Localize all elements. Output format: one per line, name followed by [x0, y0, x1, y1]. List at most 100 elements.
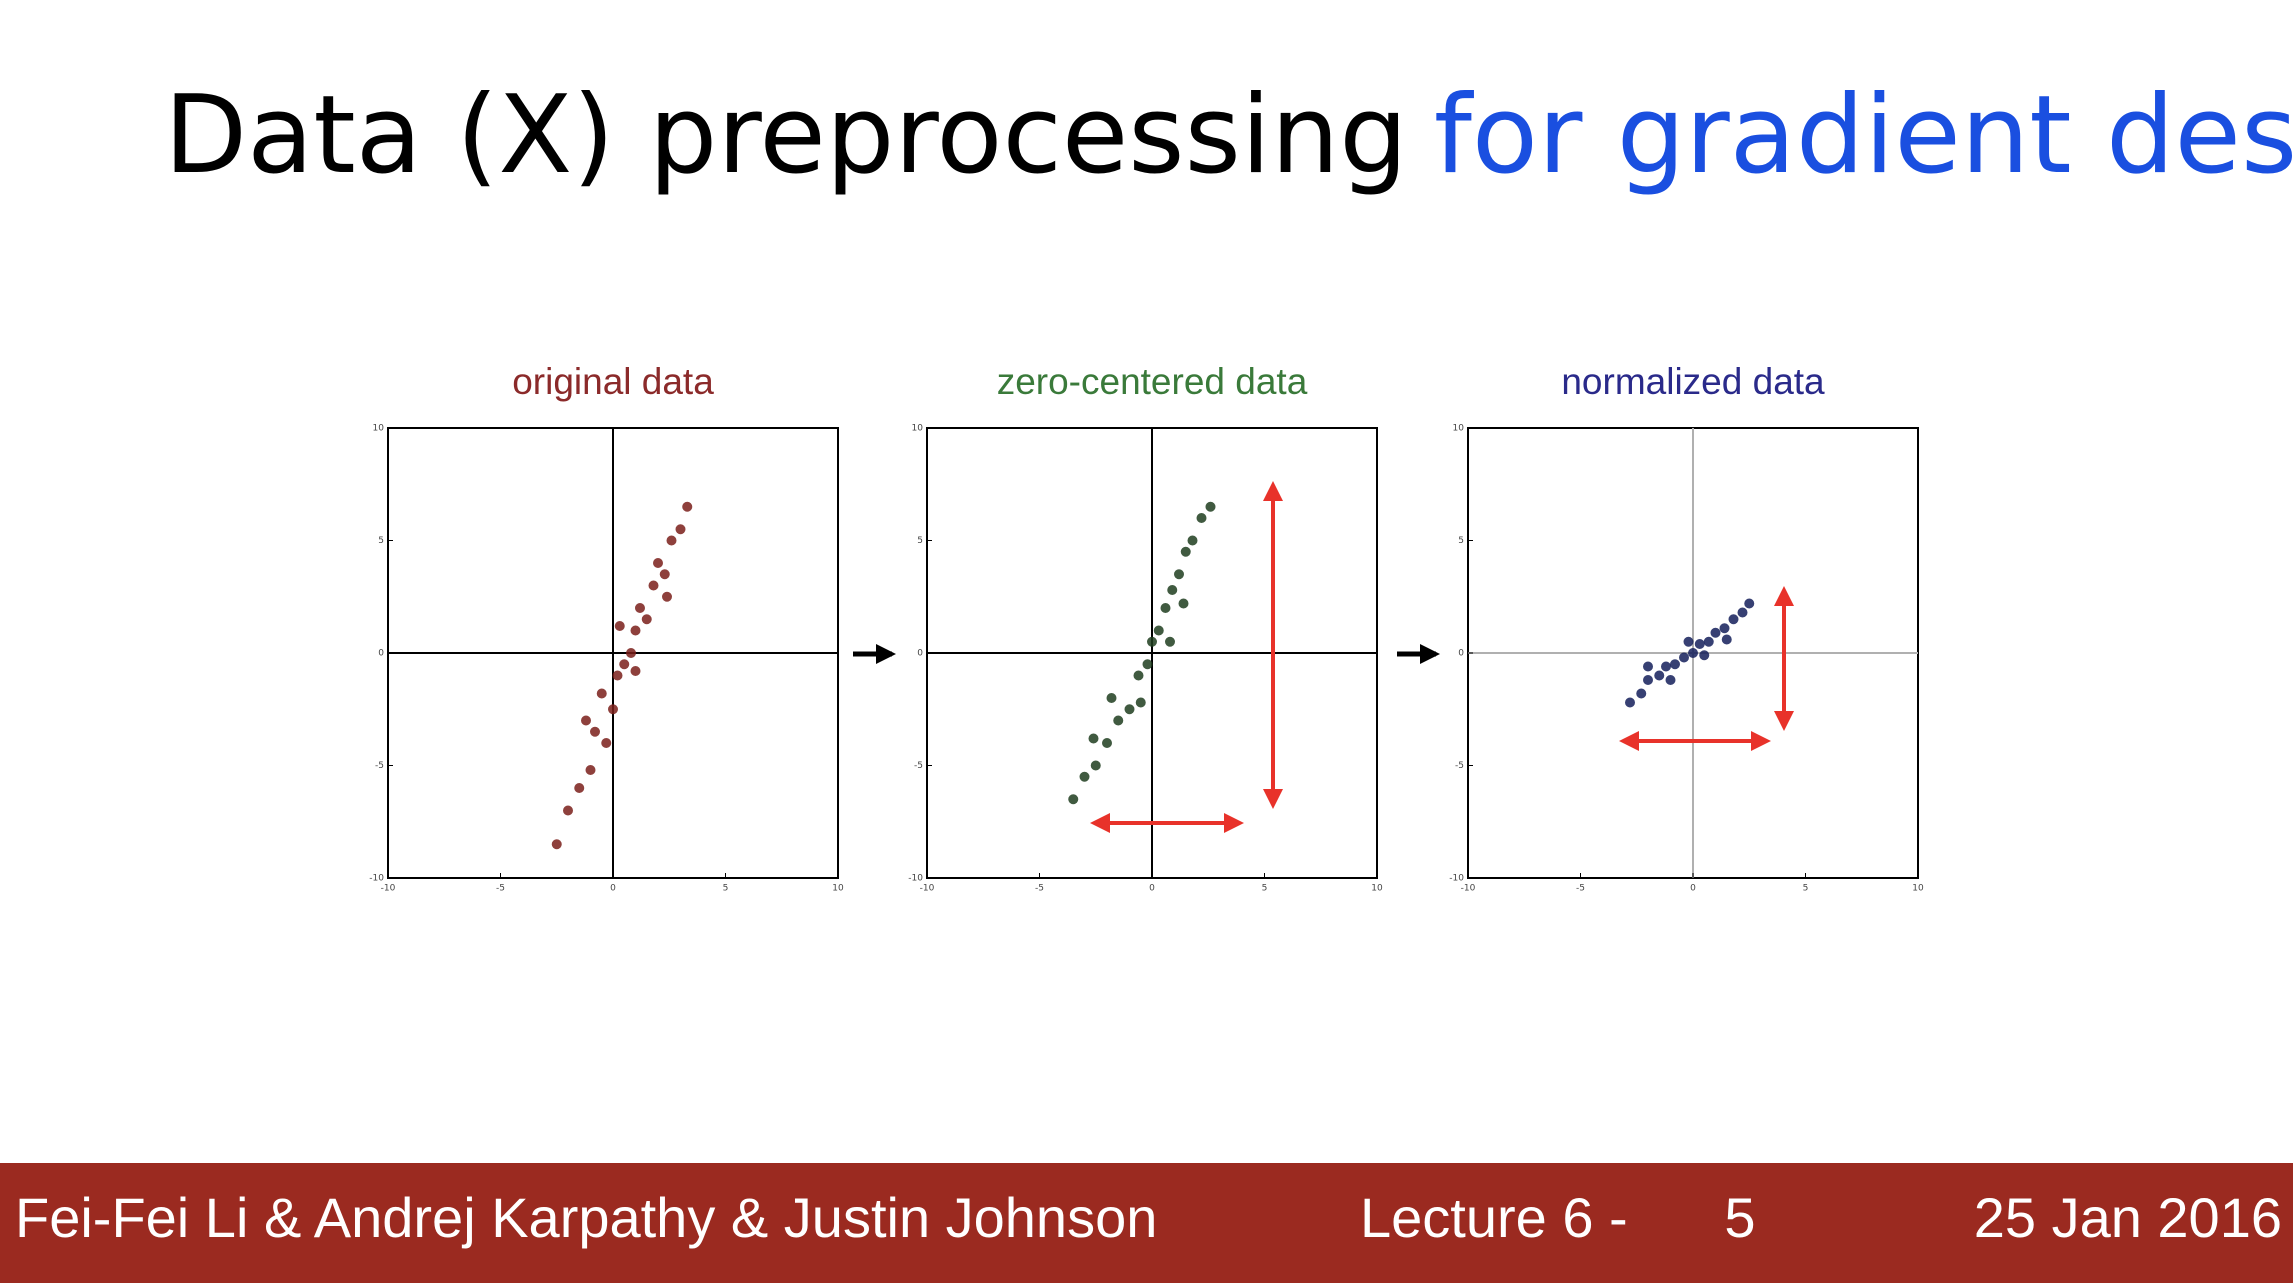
point — [630, 625, 641, 636]
point — [551, 839, 562, 850]
point — [585, 765, 596, 775]
x-tick-label: 10 — [1371, 884, 1383, 894]
point — [648, 580, 659, 591]
point — [1661, 661, 1671, 672]
point — [608, 704, 618, 715]
point — [675, 524, 686, 535]
point — [1187, 535, 1198, 546]
point — [590, 726, 600, 737]
point — [630, 666, 641, 676]
point — [563, 805, 573, 816]
point — [1665, 675, 1676, 685]
point — [1196, 513, 1207, 523]
point — [1174, 569, 1184, 580]
point — [662, 591, 672, 602]
point — [1205, 501, 1216, 512]
y-tick-label: -10 — [369, 874, 384, 884]
y-tick-label: 0 — [378, 649, 384, 659]
point — [666, 535, 677, 546]
point — [614, 621, 625, 631]
point — [1699, 650, 1710, 661]
x-tick-label: 0 — [1149, 884, 1155, 894]
title-highlight: for gradient descent — [1434, 73, 2293, 198]
point — [1106, 693, 1117, 703]
y-tick-label: -5 — [1455, 761, 1464, 771]
x-tick-label: -10 — [381, 884, 396, 894]
point — [1643, 675, 1653, 685]
y-tick-label: 0 — [917, 649, 923, 659]
point — [1068, 794, 1079, 805]
point — [1167, 585, 1178, 595]
point — [1113, 715, 1124, 726]
point — [1090, 760, 1101, 771]
point — [1679, 652, 1689, 663]
point — [1670, 659, 1680, 670]
point — [581, 715, 591, 726]
x-tick-label: -5 — [496, 884, 505, 894]
x-tick-label: 10 — [1912, 884, 1924, 894]
point — [619, 659, 630, 670]
point — [1153, 625, 1164, 636]
x-tick-label: 5 — [1262, 884, 1268, 894]
point — [1710, 627, 1721, 638]
point — [641, 614, 652, 625]
y-tick-label: 5 — [917, 536, 923, 546]
point — [1147, 636, 1157, 647]
point — [1135, 697, 1146, 708]
point — [1688, 648, 1698, 658]
footer-date: 25 Jan 2016 — [1974, 1186, 2282, 1249]
point — [659, 569, 670, 580]
point — [1643, 661, 1653, 672]
x-tick-label: 0 — [610, 884, 616, 894]
point — [1737, 607, 1748, 618]
point — [1180, 546, 1191, 557]
point — [1636, 688, 1647, 699]
point — [601, 738, 612, 748]
point — [1721, 634, 1732, 645]
point — [1079, 771, 1090, 782]
point — [1178, 598, 1189, 609]
footer: Fei-Fei Li & Andrej Karpathy & Justin Jo… — [15, 1186, 2282, 1249]
y-tick-label: -5 — [375, 761, 384, 771]
point — [1625, 697, 1635, 708]
x-tick-label: 5 — [723, 884, 729, 894]
footer-authors: Fei-Fei Li & Andrej Karpathy & Justin Jo… — [15, 1186, 1157, 1249]
footer-lecture: Lecture 6 - — [1360, 1186, 1628, 1249]
x-tick-label: -10 — [1461, 884, 1476, 894]
point — [1683, 636, 1694, 647]
x-tick-label: 10 — [832, 884, 844, 894]
y-tick-label: 5 — [1458, 536, 1464, 546]
point — [653, 558, 663, 568]
chart-title: normalized data — [1561, 361, 1825, 402]
point — [682, 501, 693, 512]
point — [574, 783, 585, 793]
point — [612, 670, 623, 681]
point — [1703, 636, 1714, 647]
point — [1728, 614, 1739, 625]
point — [1744, 598, 1755, 609]
point — [1142, 659, 1153, 670]
x-tick-label: 0 — [1690, 884, 1696, 894]
y-tick-label: 5 — [378, 536, 384, 546]
point — [1124, 704, 1135, 715]
point — [1719, 623, 1730, 634]
point — [626, 648, 636, 658]
point — [635, 603, 645, 613]
point — [1160, 603, 1171, 613]
point — [1654, 670, 1665, 681]
y-tick-label: -5 — [914, 761, 923, 771]
point — [1165, 636, 1175, 647]
y-tick-label: 10 — [912, 424, 924, 434]
y-tick-label: 10 — [373, 424, 385, 434]
footer-bar — [0, 1163, 2293, 1283]
y-tick-label: 10 — [1453, 424, 1465, 434]
y-tick-label: 0 — [1458, 649, 1464, 659]
title-text: Data (X) preprocessing — [164, 73, 1408, 198]
x-tick-label: -10 — [920, 884, 935, 894]
point — [1133, 670, 1144, 681]
point — [1694, 639, 1705, 649]
charts: original data -10 -5 0 5 10 -10 -5 0 5 10 zero-cent… — [369, 361, 1924, 894]
point — [1088, 733, 1099, 744]
